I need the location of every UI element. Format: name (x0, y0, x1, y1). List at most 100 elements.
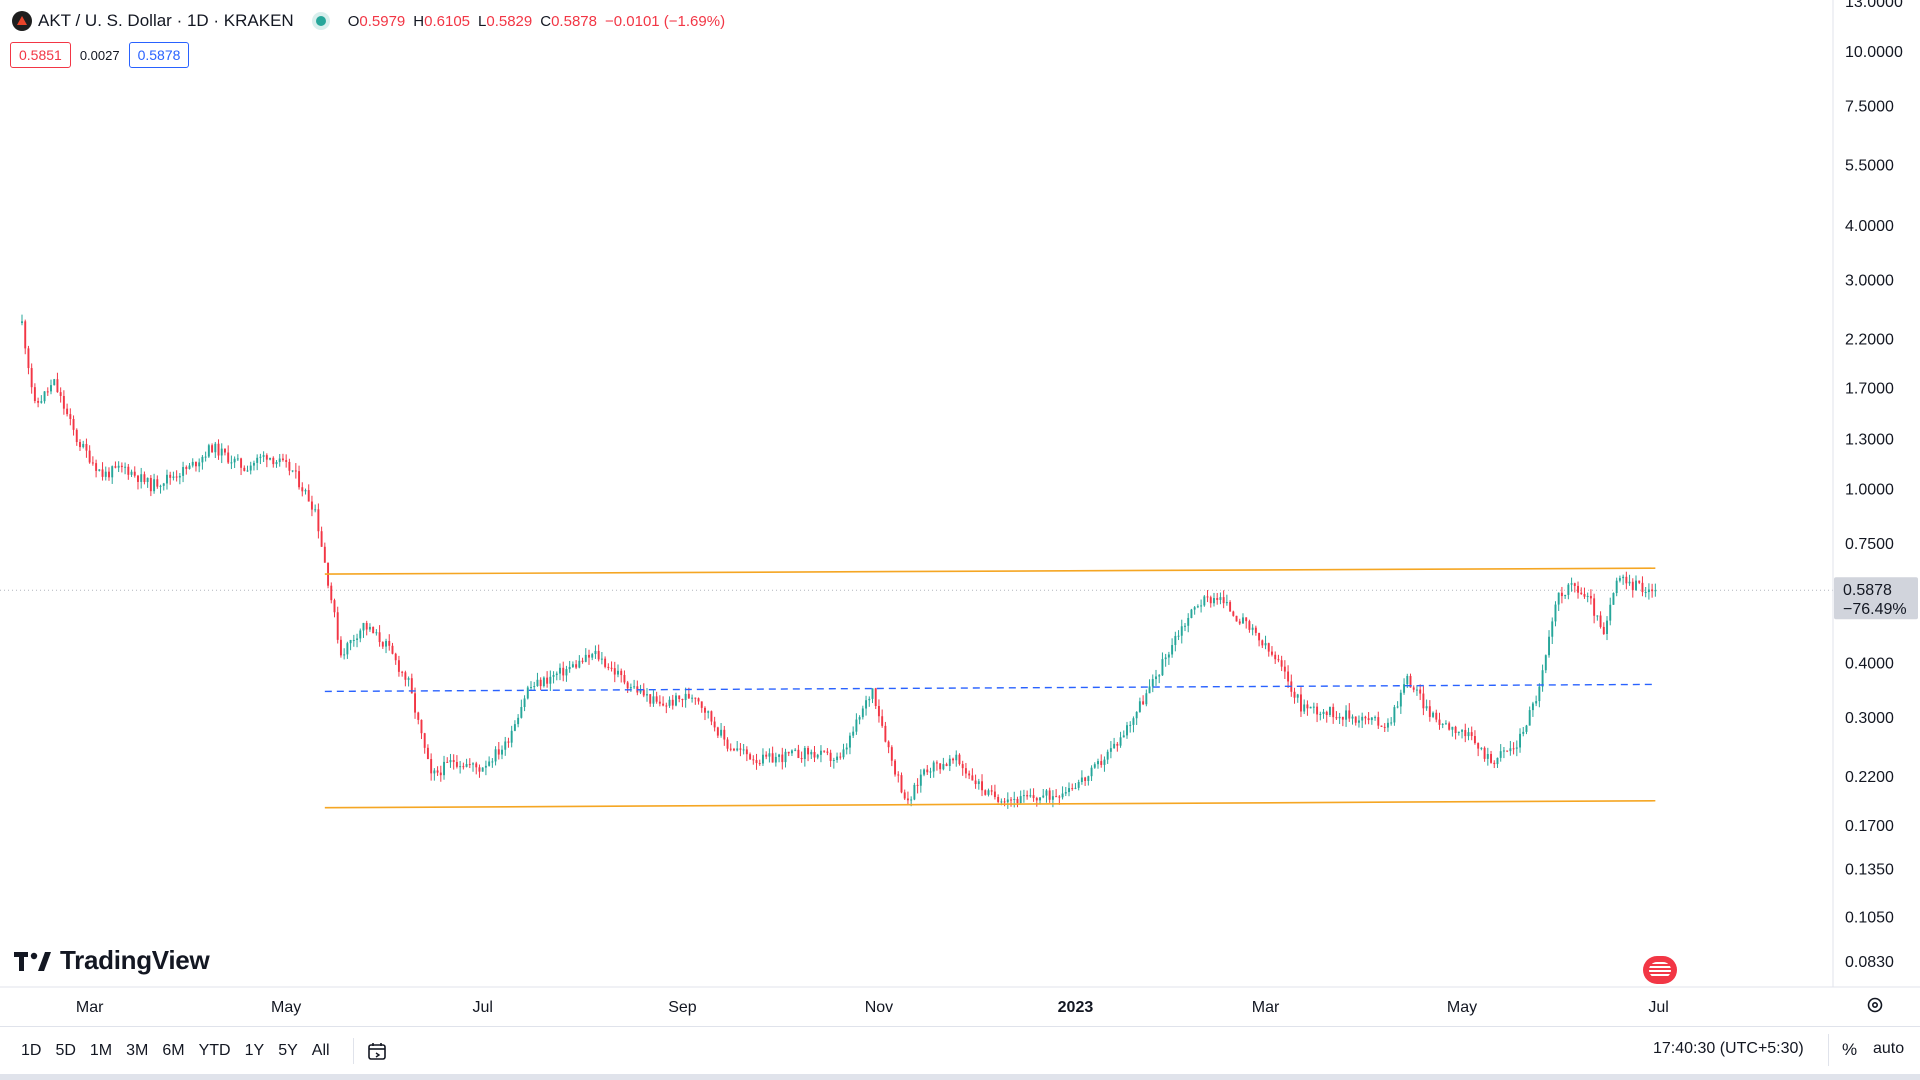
us-flag-icon[interactable] (1643, 956, 1677, 984)
candle (1522, 726, 1525, 737)
range-button-all[interactable]: All (311, 1042, 330, 1059)
symbol-name[interactable]: AKT / U. S. Dollar (38, 11, 172, 30)
candle (327, 562, 330, 589)
plot-area[interactable] (0, 314, 1833, 809)
price-tick-label: 2.2000 (1845, 332, 1894, 349)
candle (314, 504, 317, 513)
candle (526, 685, 529, 700)
candle (990, 785, 993, 796)
market-status-icon[interactable] (315, 16, 326, 26)
candle (594, 645, 597, 659)
candle (1116, 741, 1119, 752)
candle (539, 677, 542, 691)
candle (1155, 669, 1157, 686)
candle (478, 764, 481, 778)
candle (1093, 762, 1096, 769)
candle (733, 747, 735, 752)
candle (1612, 592, 1615, 605)
candle (259, 453, 262, 465)
interval-label[interactable]: 1D (186, 11, 209, 30)
sell-price-button[interactable]: 0.5851 (10, 42, 71, 68)
candle (452, 754, 455, 770)
candle (1174, 631, 1177, 652)
auto-scale-button[interactable]: auto (1873, 1040, 1905, 1057)
candle (204, 451, 207, 462)
candle (455, 755, 458, 769)
candle (1303, 699, 1306, 715)
range-button-1y[interactable]: 1Y (244, 1042, 265, 1059)
candle (1631, 578, 1634, 598)
price-axis[interactable]: 13.0000 10.0000 7.5000 5.5000 4.0000 3.0000 2.… (1832, 0, 1918, 987)
candle (439, 765, 442, 782)
support-trendline[interactable] (324, 799, 1656, 809)
candle (1190, 608, 1193, 619)
candle (1296, 693, 1299, 703)
percent-scale-button[interactable]: % (1842, 1040, 1858, 1059)
candle (1006, 792, 1009, 809)
candle (1171, 638, 1174, 658)
candle (652, 690, 655, 707)
exchange-label[interactable]: KRAKEN (223, 11, 294, 30)
gear-icon[interactable] (1866, 996, 1884, 1014)
candle (620, 668, 623, 683)
candle (584, 648, 587, 663)
candle (1403, 678, 1406, 695)
candle (1380, 725, 1383, 727)
candle (124, 462, 127, 475)
candle (1538, 683, 1541, 708)
range-button-1d[interactable]: 1D (21, 1042, 42, 1059)
candle (301, 482, 304, 497)
candle (568, 660, 571, 673)
candle (1531, 701, 1534, 717)
resistance-trendline[interactable] (324, 567, 1656, 575)
candle (1071, 783, 1074, 791)
candle (723, 725, 726, 746)
candle (1193, 606, 1196, 615)
candle (781, 747, 784, 770)
candle (1180, 619, 1183, 644)
candle (787, 751, 790, 757)
timezone-clock[interactable]: 17:40:30 (UTC+5:30) (1653, 1040, 1804, 1057)
calendar-icon[interactable] (366, 1040, 388, 1062)
candle (916, 778, 919, 794)
candle (159, 484, 162, 494)
candle (842, 743, 845, 760)
candle (1045, 788, 1048, 803)
candle (72, 415, 75, 436)
candle (1338, 712, 1341, 725)
candle (617, 664, 619, 678)
candle (613, 661, 616, 683)
candle (1106, 749, 1109, 764)
range-button-6m[interactable]: 6M (162, 1042, 185, 1059)
range-button-5y[interactable]: 5Y (278, 1042, 298, 1059)
mid-channel-line[interactable] (324, 683, 1656, 693)
candle (629, 683, 632, 692)
candle (1280, 655, 1283, 672)
symbol-legend[interactable]: AKT / U. S. Dollar · 1D · KRAKEN O0.5979… (12, 10, 725, 32)
price-chart[interactable]: Mar May Jul Sep Nov 2023 Mar May Jul 13.0000 10.0… (0, 0, 1920, 1026)
range-button-3m[interactable]: 3M (126, 1042, 149, 1059)
candle (169, 471, 172, 485)
range-button-1m[interactable]: 1M (89, 1042, 113, 1059)
candle (768, 748, 771, 763)
candle (1345, 705, 1348, 727)
candle (597, 644, 600, 662)
candle (162, 482, 165, 491)
candle (1077, 779, 1080, 791)
candle (974, 774, 977, 789)
price-tick-label: 1.0000 (1845, 481, 1894, 498)
candle (887, 740, 890, 754)
candle (127, 463, 130, 480)
candle (1412, 685, 1415, 693)
candle (472, 762, 474, 772)
candle (1596, 615, 1599, 621)
candle (823, 750, 826, 753)
range-button-ytd[interactable]: YTD (198, 1042, 231, 1059)
price-tick-label: 5.5000 (1845, 158, 1894, 175)
price-tick-label: 0.1050 (1845, 909, 1894, 926)
buy-price-button[interactable]: 0.5878 (128, 42, 190, 68)
tradingview-logo[interactable]: TradingView (14, 945, 210, 976)
range-button-5d[interactable]: 5D (55, 1042, 76, 1059)
candle (1415, 685, 1418, 696)
time-axis[interactable]: Mar May Jul Sep Nov 2023 Mar May Jul (0, 986, 1920, 1016)
